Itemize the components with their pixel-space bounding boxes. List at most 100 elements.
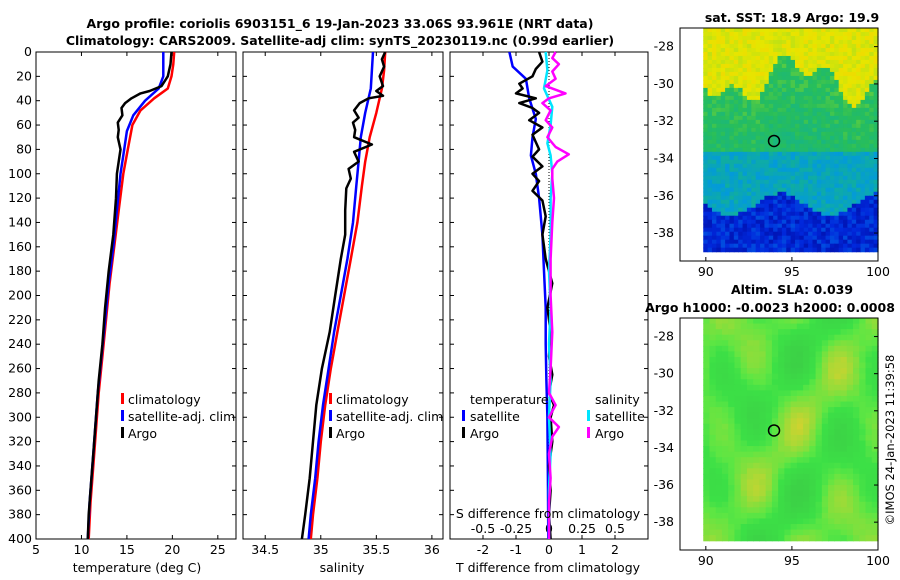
map-cell: [803, 171, 809, 177]
map-cell: [764, 127, 770, 133]
map-cell: [828, 524, 835, 531]
map-cell: [777, 115, 783, 121]
map-cell: [725, 75, 731, 81]
map-cell: [716, 183, 722, 189]
map-cell: [742, 31, 748, 37]
map-cell: [703, 362, 711, 369]
map-cell: [765, 490, 773, 497]
map-cell: [815, 351, 823, 358]
map-y-tick-label: -34: [654, 440, 674, 455]
map-cell: [777, 223, 783, 229]
map-cell: [746, 107, 752, 113]
map-cell: [796, 423, 804, 430]
map-cell: [829, 119, 835, 125]
map-cell: [843, 75, 849, 81]
map-cell: [815, 390, 823, 397]
map-cell: [720, 231, 726, 237]
map-cell: [755, 131, 761, 137]
map-cell: [853, 451, 860, 458]
map-cell: [843, 79, 849, 85]
map-cell: [738, 235, 744, 241]
title-line2: Climatology: CARS2009. Satellite-adj cli…: [66, 33, 614, 49]
map-cell: [703, 423, 711, 430]
map-cell: [834, 215, 840, 221]
map-cell: [734, 384, 742, 391]
map-cell: [740, 318, 748, 325]
map-cell: [716, 59, 722, 65]
map-cell: [847, 39, 853, 45]
map-cell: [838, 83, 844, 89]
map-cell: [715, 395, 723, 403]
map-cell: [721, 390, 729, 397]
map-cell: [740, 479, 748, 486]
map-cell: [703, 239, 709, 245]
map-cell: [786, 247, 792, 253]
map-cell: [760, 147, 766, 153]
map-cell: [709, 451, 717, 458]
x-tick-label: 20: [164, 542, 180, 557]
map-cell: [703, 123, 709, 129]
map-cell: [829, 167, 835, 173]
map-cell: [846, 473, 854, 481]
map-cell: [755, 223, 761, 229]
map-cell: [847, 115, 853, 121]
map-cell: [781, 115, 787, 121]
map-cell: [703, 356, 711, 364]
map-cell: [809, 362, 817, 369]
map-cell: [838, 47, 844, 53]
map-cell: [856, 143, 862, 149]
map-cell: [847, 215, 853, 221]
map-cell: [715, 462, 723, 469]
map-cell: [703, 155, 709, 161]
map-cell: [728, 345, 736, 353]
map-cell: [829, 47, 835, 53]
map-cell: [765, 368, 773, 375]
map-cell: [860, 223, 866, 229]
map-cell: [869, 95, 875, 101]
map-cell: [834, 401, 842, 408]
map-cell: [794, 163, 800, 169]
map-cell: [773, 43, 779, 49]
map-cell: [742, 127, 748, 133]
map-cell: [786, 219, 792, 225]
map-cell: [847, 155, 853, 161]
map-cell: [843, 99, 849, 105]
map-cell: [781, 163, 787, 169]
map-cell: [715, 407, 723, 414]
map-cell: [721, 507, 729, 514]
map-cell: [742, 179, 748, 185]
map-cell: [851, 203, 857, 209]
map-cell: [828, 535, 835, 542]
map-cell: [790, 235, 796, 241]
map-cell: [846, 507, 854, 514]
map-cell: [733, 163, 739, 169]
map-cell: [725, 143, 731, 149]
map-cell: [781, 87, 787, 93]
map-cell: [860, 87, 866, 93]
map-cell: [851, 51, 857, 57]
map-cell: [751, 187, 757, 193]
map-cell: [760, 135, 766, 141]
map-cell: [716, 39, 722, 45]
map-cell: [860, 103, 866, 109]
map-cell: [728, 390, 736, 397]
map-cell: [856, 67, 862, 73]
y-tick-label: 40: [16, 93, 32, 108]
map-cell: [871, 407, 879, 414]
map-cell: [711, 147, 717, 153]
map-cell: [790, 39, 796, 45]
map-cell: [829, 135, 835, 141]
map-cell: [860, 79, 866, 85]
map-cell: [828, 440, 835, 447]
map-cell: [816, 215, 822, 221]
map-cell: [803, 345, 810, 353]
map-cell: [725, 95, 731, 101]
map-cell: [864, 43, 870, 49]
map-cell: [803, 91, 809, 97]
map-cell: [729, 147, 735, 153]
map-cell: [834, 191, 840, 197]
map-cell: [716, 203, 722, 209]
map-cell: [843, 127, 849, 133]
map-cell: [834, 219, 840, 225]
map-cell: [815, 485, 823, 492]
